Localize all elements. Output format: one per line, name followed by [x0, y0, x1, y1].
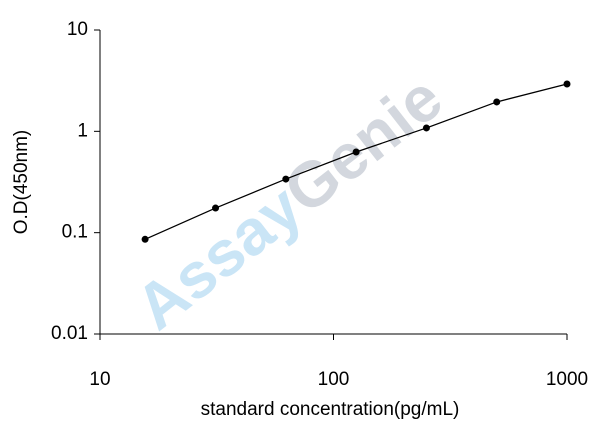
y-tick-label: 0.01	[51, 323, 88, 344]
data-point	[563, 80, 571, 88]
x-tick-label: 10	[89, 369, 110, 390]
y-tick-label: 1	[77, 120, 88, 141]
watermark-text: Assay	[122, 170, 315, 343]
y-axis-label: O.D(450nm)	[11, 130, 32, 235]
watermark: Assay Genie	[122, 61, 455, 343]
data-point	[141, 235, 149, 243]
y-tick-label: 10	[67, 19, 88, 40]
y-tick-label: 0.1	[62, 222, 88, 243]
data-point	[352, 148, 360, 156]
x-tick-label: 1000	[546, 369, 588, 390]
watermark-text: Genie	[271, 61, 455, 227]
data-point	[212, 204, 220, 212]
data-point	[282, 175, 290, 183]
x-axis-label: standard concentration(pg/mL)	[201, 399, 460, 420]
x-tick-label: 100	[318, 369, 350, 390]
data-point	[422, 124, 430, 132]
data-point	[493, 98, 501, 106]
